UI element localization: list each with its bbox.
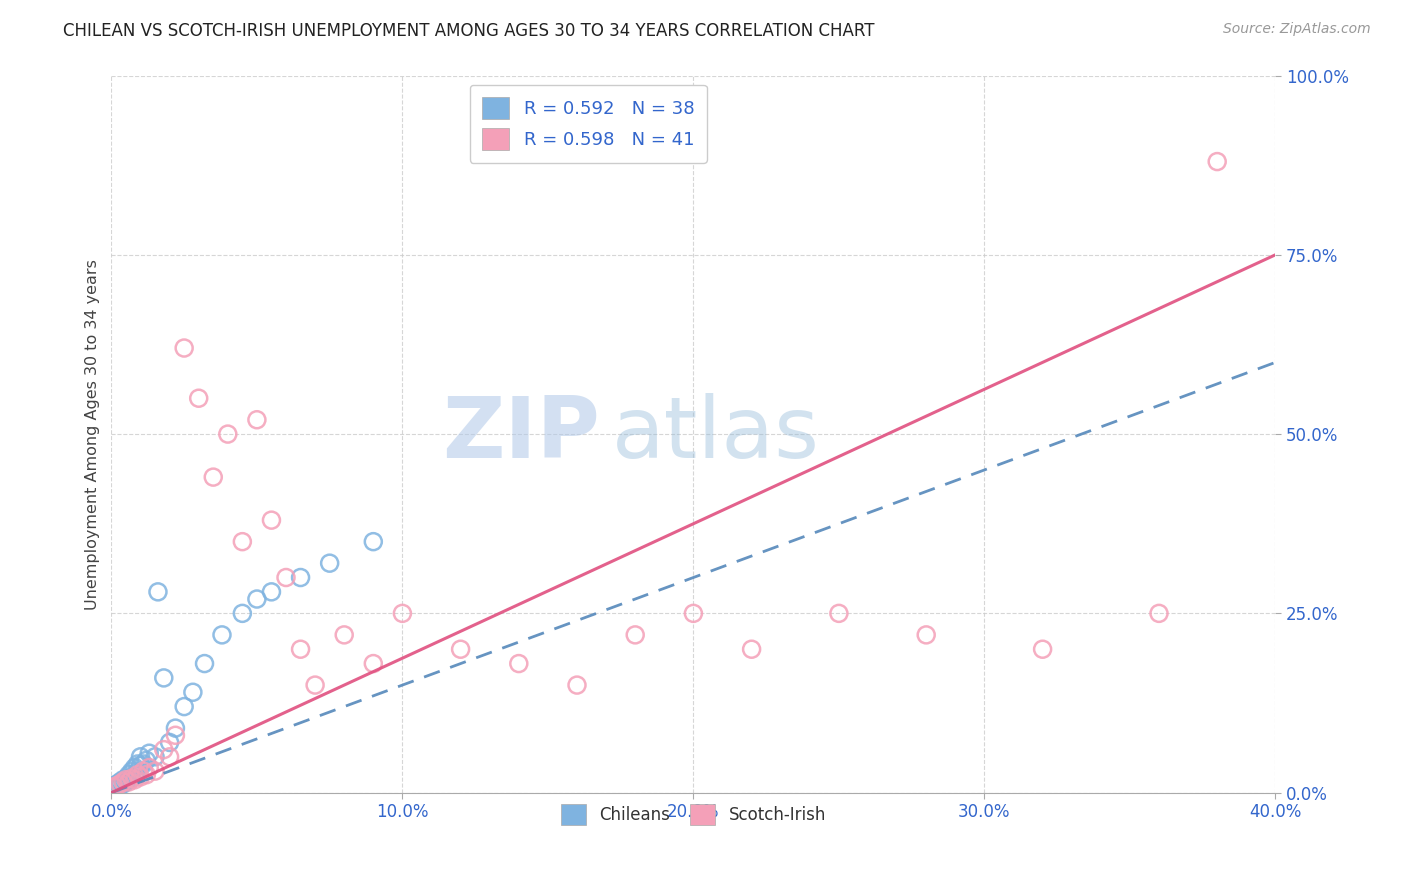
Point <box>173 699 195 714</box>
Point <box>450 642 472 657</box>
Point <box>132 756 155 771</box>
Point <box>108 779 131 793</box>
Point <box>152 671 174 685</box>
Point <box>173 341 195 355</box>
Point <box>135 768 157 782</box>
Point <box>124 768 146 782</box>
Point <box>121 764 143 779</box>
Point <box>143 764 166 779</box>
Point <box>124 772 146 787</box>
Point <box>741 642 763 657</box>
Point <box>333 628 356 642</box>
Point <box>138 760 160 774</box>
Point <box>231 534 253 549</box>
Point <box>127 768 149 782</box>
Point <box>682 607 704 621</box>
Point <box>211 628 233 642</box>
Point <box>217 427 239 442</box>
Point <box>508 657 530 671</box>
Point <box>115 772 138 786</box>
Point <box>103 782 125 797</box>
Legend: Chileans, Scotch-Irish: Chileans, Scotch-Irish <box>551 794 835 835</box>
Point <box>112 772 135 787</box>
Point <box>108 775 131 789</box>
Point <box>159 749 181 764</box>
Point <box>127 756 149 771</box>
Point <box>246 413 269 427</box>
Point <box>108 777 131 791</box>
Point <box>318 556 340 570</box>
Point <box>828 607 851 621</box>
Point <box>1147 607 1170 621</box>
Point <box>1032 642 1054 657</box>
Point <box>118 775 141 789</box>
Point <box>152 742 174 756</box>
Point <box>290 570 312 584</box>
Text: CHILEAN VS SCOTCH-IRISH UNEMPLOYMENT AMONG AGES 30 TO 34 YEARS CORRELATION CHART: CHILEAN VS SCOTCH-IRISH UNEMPLOYMENT AMO… <box>63 22 875 40</box>
Point <box>290 642 312 657</box>
Point <box>181 685 204 699</box>
Point <box>915 628 938 642</box>
Point <box>304 678 326 692</box>
Point <box>105 779 128 793</box>
Point <box>231 607 253 621</box>
Point <box>138 746 160 760</box>
Point <box>112 775 135 789</box>
Point <box>118 772 141 787</box>
Point <box>274 570 297 584</box>
Point <box>129 749 152 764</box>
Point <box>159 735 181 749</box>
Point <box>129 770 152 784</box>
Text: atlas: atlas <box>612 392 820 475</box>
Point <box>1206 154 1229 169</box>
Point <box>118 768 141 782</box>
Point <box>165 721 187 735</box>
Point <box>103 779 125 793</box>
Point <box>105 777 128 791</box>
Point <box>363 534 385 549</box>
Point <box>624 628 647 642</box>
Point <box>105 780 128 794</box>
Point <box>121 772 143 786</box>
Text: Source: ZipAtlas.com: Source: ZipAtlas.com <box>1223 22 1371 37</box>
Point <box>260 585 283 599</box>
Point <box>391 607 413 621</box>
Point <box>165 728 187 742</box>
Point <box>115 772 138 787</box>
Point <box>112 777 135 791</box>
Point <box>135 753 157 767</box>
Point <box>121 772 143 786</box>
Y-axis label: Unemployment Among Ages 30 to 34 years: Unemployment Among Ages 30 to 34 years <box>86 259 100 609</box>
Point <box>565 678 588 692</box>
Point <box>363 657 385 671</box>
Point <box>246 592 269 607</box>
Point <box>129 758 152 772</box>
Point <box>146 585 169 599</box>
Point <box>127 764 149 779</box>
Point <box>260 513 283 527</box>
Point <box>115 775 138 789</box>
Point <box>187 391 209 405</box>
Point <box>103 780 125 794</box>
Point <box>143 749 166 764</box>
Point <box>193 657 215 671</box>
Point <box>132 764 155 779</box>
Text: ZIP: ZIP <box>443 392 600 475</box>
Point <box>202 470 225 484</box>
Point <box>124 760 146 774</box>
